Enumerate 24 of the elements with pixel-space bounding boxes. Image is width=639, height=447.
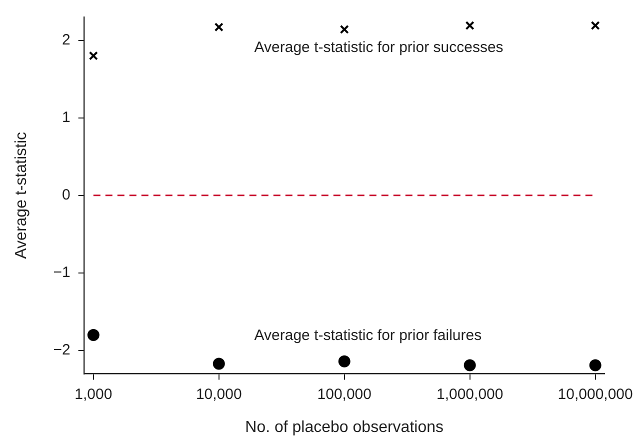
point xyxy=(87,329,100,342)
y-tick-label: 0 xyxy=(62,186,70,204)
series-label: Average t-statistic for prior failures xyxy=(254,326,482,344)
point xyxy=(465,20,474,30)
x-tick-label: 10,000,000 xyxy=(558,386,633,403)
point xyxy=(464,359,476,372)
y-tick-label: −1 xyxy=(53,264,70,282)
point xyxy=(212,358,225,370)
point xyxy=(88,51,98,60)
point xyxy=(340,24,349,34)
x-tick-label: 10,000 xyxy=(196,386,242,403)
point xyxy=(338,355,350,368)
point xyxy=(590,20,600,30)
text: Average t-statistic for prior successes xyxy=(254,39,504,56)
x-tick-label: 1,000,000 xyxy=(436,386,504,403)
y-tick-label: 1 xyxy=(62,108,70,126)
point xyxy=(589,359,602,372)
y-tick-label: −2 xyxy=(53,342,70,359)
x-tick-label: 100,000 xyxy=(317,386,372,403)
point xyxy=(214,22,224,32)
y-tick-label: 2 xyxy=(62,31,70,48)
x-axis-title: No. of placebo observations xyxy=(245,418,444,436)
y-axis-title: Average t-statistic xyxy=(13,132,30,259)
x-tick-label: 1,000 xyxy=(74,386,112,403)
